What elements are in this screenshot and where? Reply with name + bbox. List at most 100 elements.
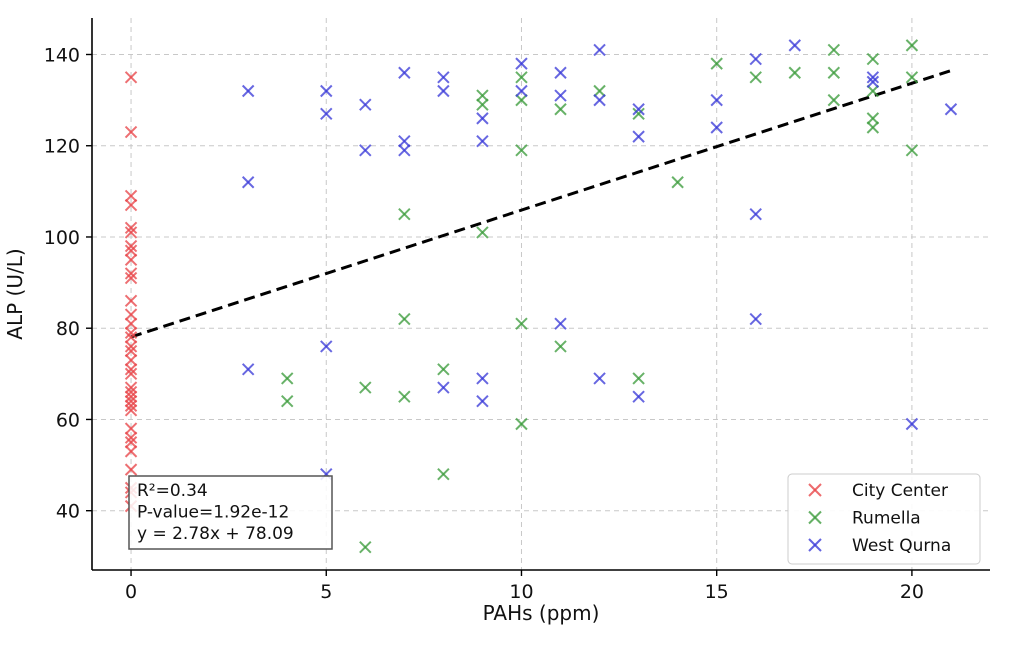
point-city-center [124,399,138,412]
point-west-qurna [554,317,567,330]
y-tick-label: 40 [56,501,80,523]
point-rumella [866,112,880,125]
point-city-center [124,331,138,344]
x-tick-label: 15 [705,581,729,603]
point-rumella [593,84,606,98]
point-city-center [124,239,138,253]
point-rumella [905,71,919,84]
point-city-center [124,253,138,266]
point-rumella [476,226,489,239]
y-tick-label: 100 [44,227,80,249]
point-west-qurna [866,71,880,84]
point-rumella [398,312,411,326]
point-west-qurna [944,103,958,116]
point-west-qurna [632,390,645,403]
point-rumella [632,107,645,121]
point-west-qurna [437,84,450,98]
point-rumella [905,39,919,52]
equation-text: y = 2.78x + 78.09 [137,524,294,544]
point-west-qurna [398,144,411,157]
legend-marker-rumella [808,510,822,525]
point-rumella [515,93,528,107]
point-west-qurna [593,93,606,107]
point-city-center [124,271,138,285]
trendline-layer [130,69,952,339]
point-city-center [124,381,138,394]
x-tick-label: 20 [900,581,924,603]
y-axis-label: ALP (U/L) [3,248,27,339]
point-west-qurna [241,176,255,189]
point-west-qurna [593,372,606,385]
point-city-center [124,463,138,476]
point-rumella [398,207,411,221]
point-rumella [827,93,841,107]
point-city-center [124,353,138,367]
point-rumella [788,66,801,79]
point-west-qurna [632,103,645,116]
point-rumella [437,467,450,481]
x-tick-label: 0 [125,581,137,603]
point-west-qurna [359,144,372,157]
point-city-center [124,422,138,435]
y-tick-label: 80 [56,318,80,340]
point-rumella [398,390,411,403]
point-rumella [281,372,294,385]
point-rumella [476,98,489,111]
point-city-center [124,344,138,358]
y-tick-label: 120 [44,136,80,158]
point-city-center [124,394,138,408]
legend-frame [787,473,981,565]
y-tick-label: 140 [44,44,80,66]
point-west-qurna [320,107,333,121]
legend-label: City Center [852,481,948,501]
point-city-center [124,198,138,212]
point-rumella [359,381,372,394]
point-city-center [124,390,138,403]
point-west-qurna [476,134,489,148]
point-west-qurna [554,66,567,79]
point-city-center [124,436,138,449]
point-west-qurna [320,84,333,98]
point-rumella [671,176,684,189]
point-city-center [124,189,138,203]
point-west-qurna [398,66,411,79]
point-rumella [710,57,723,70]
x-tick-label: 5 [320,581,332,603]
point-rumella [437,363,450,376]
point-rumella [515,417,528,431]
point-city-center [124,244,138,257]
point-rumella [905,144,919,157]
point-city-center [124,317,138,330]
data-points [124,39,958,554]
point-west-qurna [788,39,801,52]
point-city-center [124,308,138,321]
point-city-center [124,385,138,399]
point-city-center [124,445,138,458]
point-rumella [476,89,489,102]
point-city-center [124,363,138,376]
point-rumella [515,317,528,330]
point-city-center [124,125,138,139]
point-rumella [554,340,567,353]
point-city-center [124,340,138,353]
x-tick-label: 10 [509,581,533,603]
legend-label: Rumella [852,509,921,529]
point-west-qurna [554,89,567,102]
point-west-qurna [437,381,450,394]
point-city-center [124,367,138,381]
point-west-qurna [710,121,723,134]
point-rumella [827,66,841,79]
point-city-center [124,71,138,84]
legend-marker-west-qurna [808,538,822,552]
point-west-qurna [241,363,255,376]
legend: City Center Rumella West Qurna [787,473,981,565]
point-west-qurna [749,312,762,326]
point-city-center [124,221,138,235]
point-west-qurna [476,372,489,385]
point-west-qurna [593,43,606,57]
point-west-qurna [476,112,489,125]
point-west-qurna [749,207,762,221]
point-west-qurna [632,130,645,143]
point-west-qurna [359,98,372,111]
